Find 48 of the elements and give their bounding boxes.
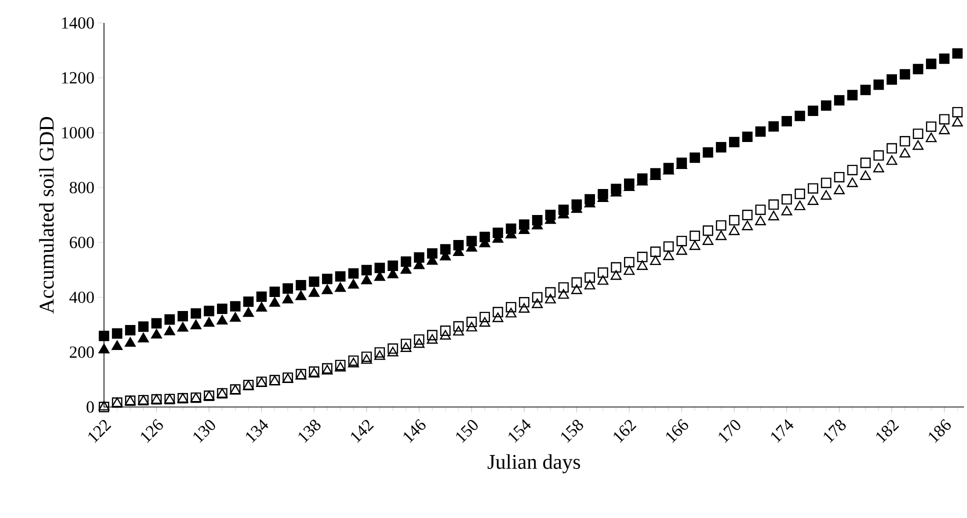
x-axis-title: Julian days [488,454,580,474]
point [282,294,294,304]
x-tick-label: 170 [718,420,740,443]
x-tick-label: 182 [876,420,900,443]
y-axis-title: Accumulated soil GDD [39,117,54,314]
x-tick-label: 174 [771,419,794,443]
point [322,284,333,294]
point [124,337,136,347]
y-tick-label: 200 [70,346,94,358]
x-tick-label: 150 [456,420,478,443]
point [151,328,162,339]
y-tick-label: 1000 [62,126,94,138]
point [256,302,268,312]
x-tick-label: 186 [928,419,951,443]
x-tick-label: 158 [561,420,584,443]
x-tick-label: 178 [824,420,846,443]
point [296,290,306,300]
x-tick-label: 142 [351,420,374,443]
y-tick-label: 0 [86,401,94,413]
y-tick-label: 400 [69,292,94,304]
x-tick-label: 154 [508,419,531,443]
point [138,332,149,342]
x-tick-label: 138 [298,420,321,443]
y-tick-label: 1200 [62,72,94,84]
point [112,340,123,350]
point [216,314,228,325]
y-tick-label: 600 [70,236,94,248]
y-tick-label: 800 [70,182,94,194]
point [98,344,110,354]
x-tick-label: 130 [194,420,216,443]
point [308,287,320,297]
point [269,297,280,307]
point [361,274,372,284]
point [164,326,176,336]
x-tick-label: 166 [666,419,688,443]
point [230,312,241,322]
x-tick-label: 134 [246,419,268,443]
x-tick-label: 146 [404,419,426,443]
y-tick-label: 1400 [62,17,94,29]
point [204,317,214,327]
x-tick-label: 122 [88,420,112,443]
point [348,279,359,289]
point [334,282,346,292]
point [190,320,202,330]
x-tick-label: 126 [140,419,163,443]
x-tick-label: 162 [614,420,636,443]
point [242,307,254,317]
point [177,322,188,332]
